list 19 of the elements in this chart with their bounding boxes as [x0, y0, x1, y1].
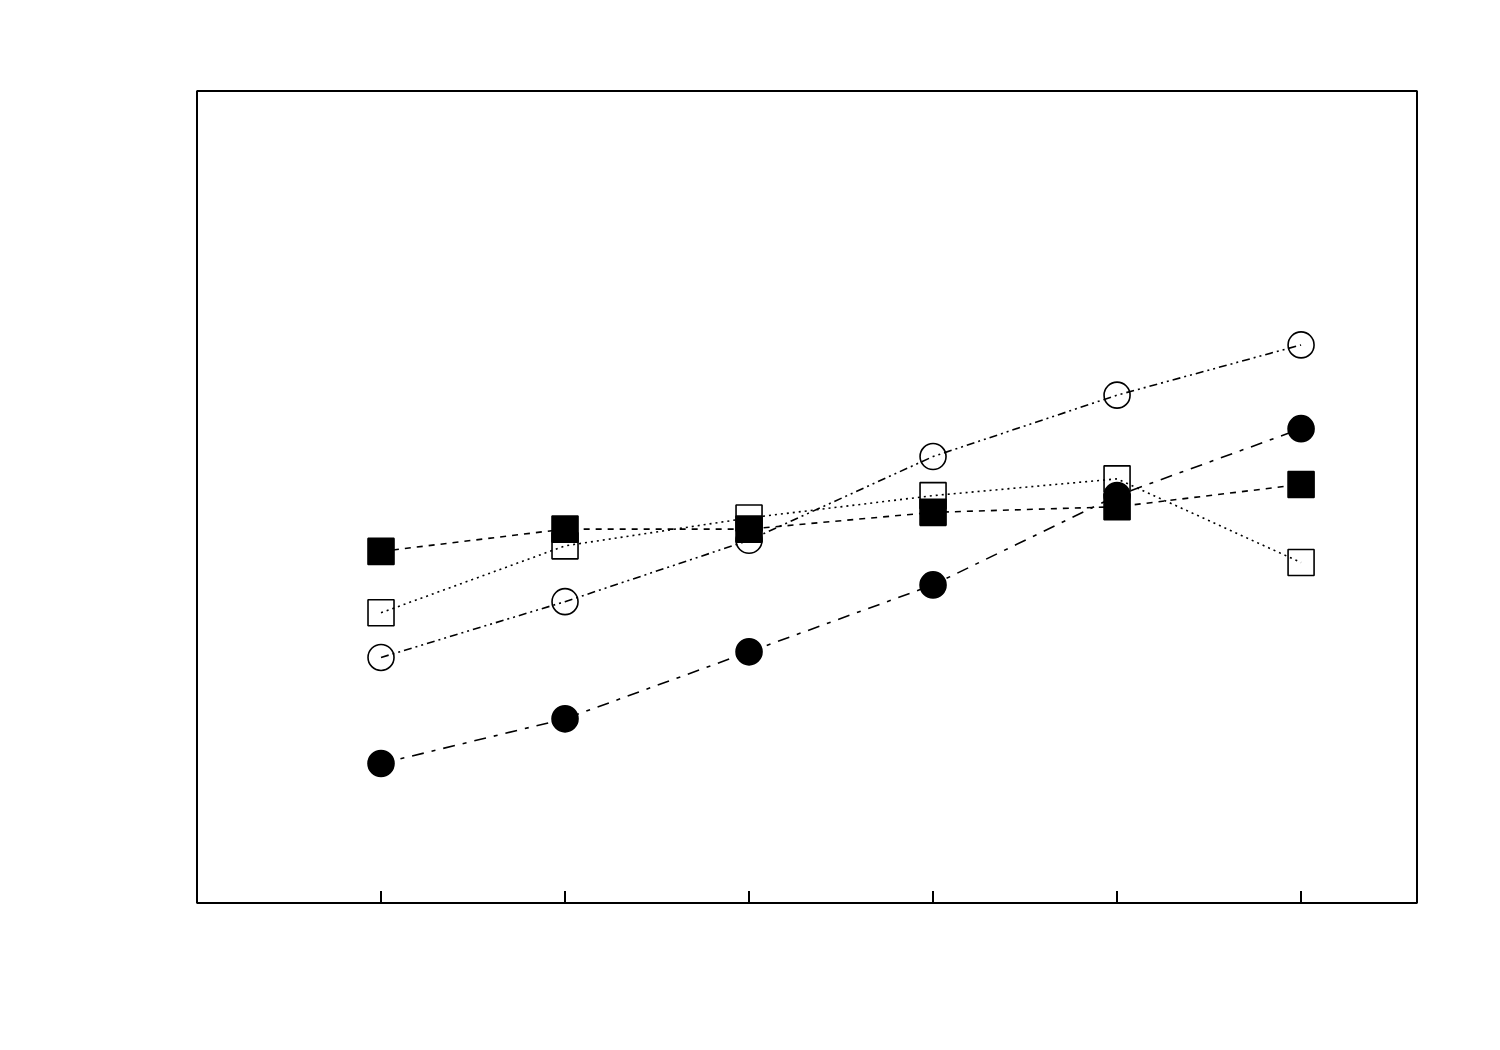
point	[1103, 492, 1131, 521]
point	[1287, 331, 1315, 359]
point	[1103, 381, 1131, 409]
point	[367, 599, 395, 627]
point	[735, 504, 763, 532]
point	[919, 442, 947, 471]
point	[551, 587, 579, 616]
point	[1103, 465, 1131, 493]
point	[551, 705, 579, 733]
point	[735, 638, 763, 666]
point	[1287, 414, 1315, 443]
point	[1287, 470, 1315, 499]
point	[367, 537, 395, 566]
point	[367, 643, 395, 672]
point	[1287, 548, 1315, 577]
point	[919, 498, 947, 527]
point	[919, 481, 947, 510]
point	[367, 749, 395, 778]
point	[919, 571, 947, 599]
